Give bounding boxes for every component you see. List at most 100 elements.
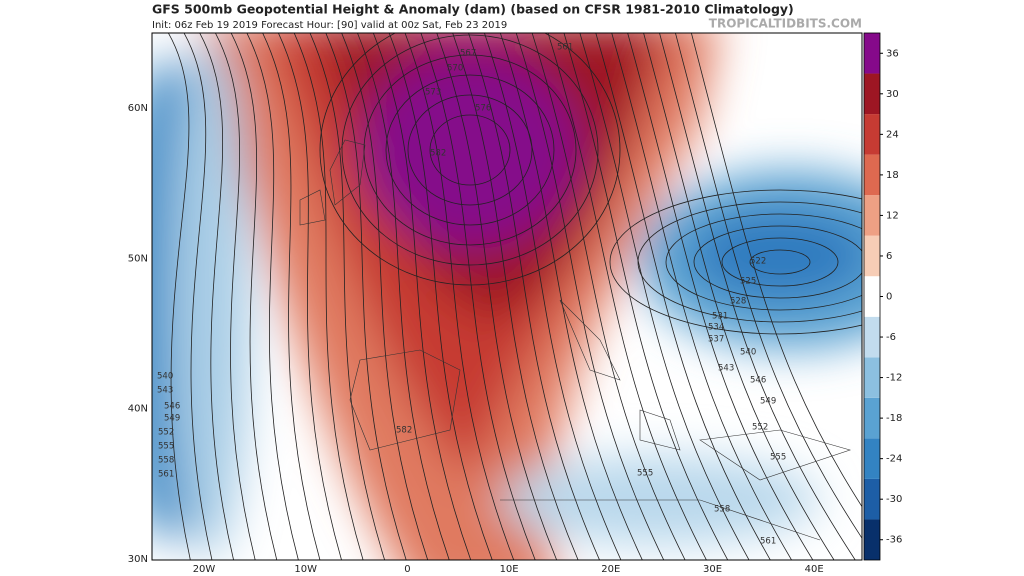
contour [293, 33, 364, 560]
contour [637, 201, 862, 323]
colorbar-swatch [864, 316, 880, 358]
map-subtitle: Init: 06z Feb 19 2019 Forecast Hour: [90… [152, 20, 507, 31]
contour-label: 522 [750, 257, 766, 267]
contour [167, 33, 191, 560]
contour [356, 33, 450, 560]
colorbar-swatch [864, 276, 880, 317]
colorbar-tick-label: 24 [886, 129, 899, 140]
colorbar-swatch [864, 397, 880, 439]
contour-label: 534 [708, 323, 724, 333]
contour-label: 555 [770, 453, 786, 463]
contour-label: 546 [164, 402, 180, 412]
colorbar-tick-label: -12 [886, 373, 902, 384]
contour-label: 573 [425, 88, 441, 98]
contour [643, 33, 835, 560]
contour [407, 94, 533, 206]
contour-label: 546 [750, 376, 766, 386]
contour-label: 582 [396, 426, 412, 436]
contour-label: 561 [158, 470, 174, 480]
contour-label: 555 [158, 442, 174, 452]
source: TROPICALTIDBITS.COM [709, 17, 862, 31]
contour-label: 582 [430, 149, 446, 159]
contour [372, 33, 472, 560]
colorbar-swatch [864, 235, 880, 277]
contour [547, 33, 707, 560]
contour-label: 528 [730, 297, 746, 307]
colorbar-swatch [864, 195, 880, 236]
contour-label: 561 [760, 537, 776, 547]
lon-label: 40E [805, 564, 824, 575]
contour-label: 540 [157, 372, 173, 382]
lon-label: 20W [193, 564, 216, 575]
contour [690, 33, 862, 508]
colorbar-swatch [864, 519, 880, 560]
contour-label: 570 [447, 64, 463, 74]
contour [341, 34, 599, 266]
contour [246, 33, 299, 560]
colorbar-swatch [864, 357, 880, 398]
lon-label: 30E [703, 564, 722, 575]
contour [183, 33, 213, 560]
contour-label: 549 [760, 397, 776, 407]
contour [693, 225, 862, 299]
colorbar-swatch [864, 33, 880, 74]
contour [499, 33, 643, 560]
contour-label: 552 [752, 423, 768, 433]
contour [665, 213, 862, 311]
contour-label: 552 [158, 428, 174, 438]
contour [262, 33, 321, 560]
contour [385, 74, 555, 226]
contour [515, 33, 665, 560]
contour [404, 33, 515, 560]
contour [627, 33, 814, 560]
contour [341, 33, 429, 560]
lat-label: 50N [128, 253, 148, 264]
colorbar-tick-label: -36 [886, 535, 902, 546]
map: 567 570 573 576 582 561 540 543 546 549 … [152, 33, 862, 560]
lat-label: 60N [128, 103, 148, 114]
lat-label: 30N [128, 554, 148, 565]
contour [429, 114, 511, 186]
colorbar-swatch [864, 154, 880, 196]
contour [319, 33, 621, 286]
lon-label: 20E [601, 564, 620, 575]
contour-label: 531 [712, 312, 728, 322]
contour-label: 558 [158, 456, 174, 466]
contour [721, 237, 839, 287]
contour [363, 54, 577, 246]
lon-label: 0 [404, 564, 410, 575]
contour-labels: 567 570 573 576 582 561 540 543 546 549 … [157, 43, 786, 547]
colorbar-tick-label: -6 [886, 332, 896, 343]
colorbar-tick-label: 36 [886, 48, 899, 59]
colorbar-tick-label: 30 [886, 89, 899, 100]
contour [531, 33, 686, 560]
lon-label: 10W [294, 564, 317, 575]
lat-labels: 60N 50N 40N 30N [128, 103, 148, 565]
contour [579, 33, 750, 560]
contour [214, 33, 256, 560]
contour-label: 540 [740, 348, 756, 358]
contour [309, 33, 386, 560]
colorbar-tick-label: 12 [886, 210, 899, 221]
lon-labels: 20W 10W 0 10E 20E 30E 40E [193, 564, 824, 575]
contour-label: 576 [475, 104, 491, 114]
contour [609, 189, 862, 335]
colorbar-tick-label: 18 [886, 170, 899, 181]
colorbar-tick-label: -30 [886, 494, 902, 505]
contour-label: 537 [708, 335, 724, 345]
colorbar-swatch [864, 114, 880, 155]
colorbar-tick-label: 6 [886, 251, 892, 262]
contour-label: 558 [714, 505, 730, 515]
colorbar-swatch [864, 438, 880, 479]
colorbar-swatch [864, 73, 880, 115]
contour [325, 33, 407, 560]
contour [230, 33, 278, 560]
contour [420, 33, 536, 560]
contour [659, 33, 856, 560]
contour [749, 249, 811, 275]
lat-label: 40N [128, 404, 148, 415]
contour [468, 33, 601, 560]
contour-label: 543 [157, 386, 173, 396]
contour-label: 549 [164, 414, 180, 424]
